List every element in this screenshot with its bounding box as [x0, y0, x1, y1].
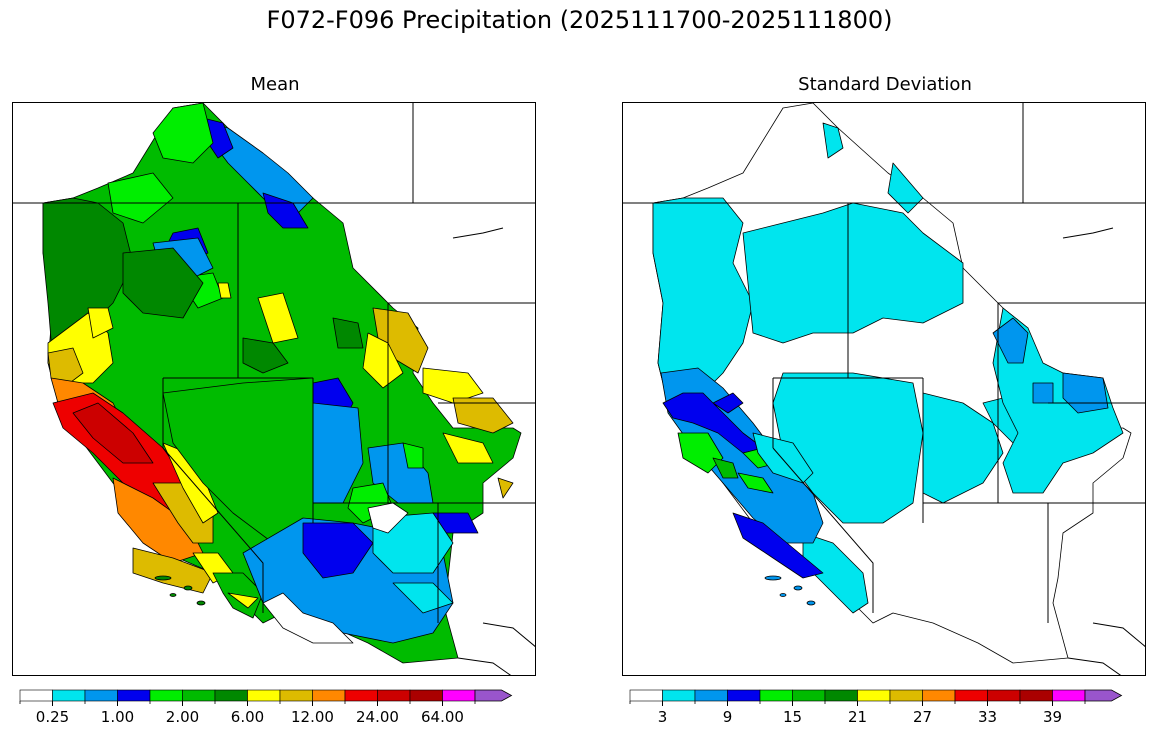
std-basin-colorado-cyan	[992, 307, 1124, 494]
std-colorbar-bin	[694, 689, 728, 702]
mean-map[interactable]	[12, 102, 536, 676]
mean-basin-california-darkred	[72, 402, 154, 464]
mean-colorbar-svg: 0.25 1.00 2.00 6.00 12.00 24.00 64.00	[19, 689, 513, 726]
std-map[interactable]	[622, 102, 1146, 676]
mean-colorbar-tick-label: 24.00	[356, 708, 399, 726]
std-colorbar-bin	[792, 689, 826, 702]
mean-colorbar-bin	[19, 689, 53, 702]
mean-colorbar-bin	[344, 689, 378, 702]
std-colorbar-bin	[759, 689, 793, 702]
std-colorbar-bin	[629, 689, 663, 702]
mean-boundaries	[13, 103, 535, 675]
std-colorbar-bin	[922, 689, 956, 702]
std-colorbar-bin	[1019, 689, 1053, 702]
mean-map-svg	[13, 103, 535, 675]
std-boundaries	[623, 103, 1145, 675]
mean-colorbar: 0.25 1.00 2.00 6.00 12.00 24.00 64.00	[19, 688, 530, 728]
std-colorbar-bin	[987, 689, 1021, 702]
mean-basin-oregon-gold	[47, 347, 84, 389]
mean-basin-socal-yellow	[227, 592, 259, 609]
std-colorbar-bin	[889, 689, 923, 702]
mean-colorbar-bin	[149, 689, 183, 702]
std-map-svg	[623, 103, 1145, 675]
mean-colorbar-bin	[247, 689, 281, 702]
mean-basin-central-ca-orange	[112, 477, 204, 564]
std-colorbar-bin	[857, 689, 891, 702]
mean-basin-wa-darkgreen	[122, 247, 204, 319]
mean-colorbar-bin	[442, 689, 476, 702]
mean-panel-title: Mean	[250, 74, 300, 95]
std-basin-nevada-cyan	[772, 372, 924, 524]
std-colorbar-bin	[727, 689, 761, 702]
std-basin-california-midgreen	[712, 457, 739, 479]
std-panel-title: Standard Deviation	[798, 74, 972, 95]
mean-basin-mojave-white	[262, 592, 354, 644]
mean-colorbar-tick-label: 2.00	[166, 708, 199, 726]
std-colorbar-bin	[662, 689, 696, 702]
std-basin-pnw-cyan	[652, 197, 754, 404]
std-basin-inland-cyan	[742, 202, 964, 344]
std-colorbar-tick-label: 27	[913, 708, 932, 726]
std-colorbar-bin	[954, 689, 988, 702]
mean-basin-utah-darkgreen	[242, 317, 364, 374]
std-colorbar-tick-label: 3	[658, 708, 668, 726]
mean-colorbar-bin	[117, 689, 151, 702]
std-colorbar-tick-label: 21	[848, 708, 867, 726]
std-colorbar-tick-label: 9	[723, 708, 733, 726]
std-colorbar-bin	[824, 689, 858, 702]
mean-colorbar-tick-label: 1.00	[101, 708, 134, 726]
mean-basin-nm-white	[367, 502, 409, 534]
std-channel-islands	[764, 575, 816, 606]
std-colorbar-svg: 3 9 15 21 27 33 39	[629, 689, 1123, 726]
mean-colorbar-bin	[84, 689, 118, 702]
mean-colorbar-bin	[312, 689, 346, 702]
std-colorbar-tick-label: 15	[783, 708, 802, 726]
std-colorbar-tick-label: 33	[978, 708, 997, 726]
mean-colorbar-bin	[182, 689, 216, 702]
mean-basin-idaho-yellow	[87, 282, 299, 344]
std-basin-canada-cyan	[822, 122, 924, 214]
std-colorbar-extend-arrow	[1084, 689, 1123, 702]
std-basin-california-green	[677, 432, 779, 494]
mean-colorbar-extend-arrow	[474, 689, 513, 702]
std-colorbar-tick-label: 39	[1043, 708, 1062, 726]
figure-title: F072-F096 Precipitation (2025111700-2025…	[266, 6, 893, 34]
mean-channel-islands	[154, 575, 206, 606]
mean-colorbar-bin	[214, 689, 248, 702]
mean-basin-arizona-cyan	[372, 512, 454, 614]
std-colorbar: 3 9 15 21 27 33 39	[629, 688, 1140, 728]
mean-colorbar-tick-label: 64.00	[421, 708, 464, 726]
mean-colorbar-bin	[279, 689, 313, 702]
std-colorbar-bin	[1052, 689, 1086, 702]
mean-colorbar-tick-label: 6.00	[231, 708, 264, 726]
mean-colorbar-bin	[377, 689, 411, 702]
mean-colorbar-bin	[52, 689, 86, 702]
mean-colorbar-tick-label: 12.00	[291, 708, 334, 726]
mean-basin-colorado-gold	[452, 397, 514, 499]
mean-colorbar-bin	[409, 689, 443, 702]
mean-colorbar-tick-label: 0.25	[36, 708, 69, 726]
